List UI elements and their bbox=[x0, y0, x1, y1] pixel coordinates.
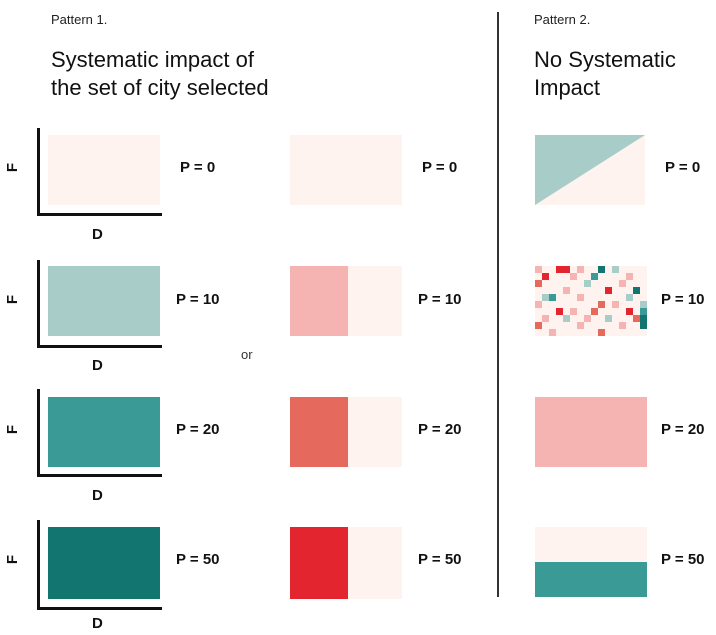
x-axis-row-1 bbox=[37, 213, 162, 216]
x-axis-row-3 bbox=[37, 474, 162, 477]
mosaic-cell bbox=[584, 280, 591, 287]
swatch-p1-row-1 bbox=[48, 135, 160, 205]
swatch-p1b-row-1 bbox=[290, 135, 402, 205]
mosaic-cell bbox=[584, 315, 591, 322]
mosaic-cell bbox=[577, 266, 584, 273]
p-label-col2-row-3: P = 20 bbox=[418, 421, 462, 438]
y-axis-row-1 bbox=[37, 128, 40, 216]
mosaic-cell bbox=[535, 301, 542, 308]
mosaic-cell bbox=[605, 315, 612, 322]
y-axis-label-row-4: F bbox=[4, 554, 22, 565]
swatch-p1b-row-3 bbox=[290, 397, 402, 467]
p-label-col3-row-1: P = 0 bbox=[665, 159, 701, 176]
swatch-p1b-row-4 bbox=[290, 527, 402, 599]
mosaic-cell bbox=[640, 322, 647, 329]
pattern-1-title: Systematic impact of the set of city sel… bbox=[51, 46, 269, 102]
p-label-col1-row-2: P = 10 bbox=[176, 291, 220, 308]
swatch-p1b-row-4-fill bbox=[290, 527, 348, 599]
mosaic-cell bbox=[605, 287, 612, 294]
p-label-col2-row-4: P = 50 bbox=[418, 551, 462, 568]
p-label-col2-row-2: P = 10 bbox=[418, 291, 462, 308]
y-axis-row-2 bbox=[37, 260, 40, 348]
mosaic-cell bbox=[598, 329, 605, 336]
mosaic-cell bbox=[612, 301, 619, 308]
y-axis-row-3 bbox=[37, 389, 40, 477]
swatch-p1b-row-2-fill bbox=[290, 266, 348, 336]
y-axis-row-4 bbox=[37, 520, 40, 610]
mosaic-cell bbox=[549, 329, 556, 336]
mosaic-cell bbox=[626, 308, 633, 315]
y-axis-label-row-2: F bbox=[4, 294, 22, 305]
pattern-2-title: No Systematic Impact bbox=[534, 46, 676, 102]
mosaic-cell bbox=[563, 315, 570, 322]
swatch-p1-row-2 bbox=[48, 266, 160, 336]
mosaic-cell bbox=[598, 301, 605, 308]
pattern-divider bbox=[497, 12, 499, 597]
mosaic-cell bbox=[570, 273, 577, 280]
swatch-p2-row-1 bbox=[535, 135, 645, 205]
swatch-p2-row-4 bbox=[535, 527, 647, 597]
mosaic-cell bbox=[626, 294, 633, 301]
p-label-col1-row-1: P = 0 bbox=[180, 159, 216, 176]
mosaic-cell bbox=[563, 266, 570, 273]
mosaic-cell bbox=[542, 273, 549, 280]
x-axis-label-row-3: D bbox=[92, 487, 103, 504]
mosaic-cell bbox=[640, 315, 647, 322]
mosaic-cell bbox=[633, 287, 640, 294]
mosaic-cell bbox=[542, 315, 549, 322]
pattern-1-title-line-1: Systematic impact of bbox=[51, 47, 254, 72]
p-label-col1-row-3: P = 20 bbox=[176, 421, 220, 438]
mosaic-cell bbox=[577, 322, 584, 329]
pattern-1-title-line-2: the set of city selected bbox=[51, 75, 269, 100]
mosaic-cell bbox=[535, 280, 542, 287]
y-axis-label-row-3: F bbox=[4, 424, 22, 435]
mosaic-cell bbox=[619, 322, 626, 329]
mosaic-cell bbox=[563, 287, 570, 294]
mosaic-cell bbox=[626, 273, 633, 280]
mosaic-cell bbox=[612, 266, 619, 273]
p-label-col3-row-4: P = 50 bbox=[661, 551, 705, 568]
x-axis-label-row-2: D bbox=[92, 357, 103, 374]
swatch-p2-row-1-triangle bbox=[535, 135, 645, 205]
p-label-col3-row-2: P = 10 bbox=[661, 291, 705, 308]
mosaic-cell bbox=[556, 308, 563, 315]
pattern-1-label: Pattern 1. bbox=[51, 12, 108, 27]
pattern-2-title-line-2: Impact bbox=[534, 75, 601, 100]
swatch-p2-row-4-fill bbox=[535, 562, 647, 597]
mosaic-cell bbox=[598, 266, 605, 273]
mosaic-cell bbox=[591, 273, 598, 280]
mosaic-cell bbox=[570, 308, 577, 315]
mosaic-cell bbox=[535, 266, 542, 273]
swatch-p2-row-2-mosaic bbox=[535, 266, 647, 336]
mosaic-cell bbox=[542, 294, 549, 301]
pattern-2-label: Pattern 2. bbox=[534, 12, 591, 27]
swatch-p1b-row-3-fill bbox=[290, 397, 348, 467]
swatch-p1b-row-2 bbox=[290, 266, 402, 336]
x-axis-row-4 bbox=[37, 607, 162, 610]
y-axis-label-row-1: F bbox=[4, 162, 22, 173]
mosaic-cell bbox=[591, 308, 598, 315]
mosaic-cell bbox=[549, 294, 556, 301]
x-axis-label-row-1: D bbox=[92, 226, 103, 243]
swatch-p2-row-3 bbox=[535, 397, 647, 467]
mosaic-cell bbox=[640, 308, 647, 315]
x-axis-row-2 bbox=[37, 345, 162, 348]
mosaic-cell bbox=[577, 294, 584, 301]
swatch-p1-row-3 bbox=[48, 397, 160, 467]
mosaic-cell bbox=[633, 315, 640, 322]
x-axis-label-row-4: D bbox=[92, 615, 103, 632]
p-label-col2-row-1: P = 0 bbox=[422, 159, 458, 176]
mosaic-cell bbox=[640, 301, 647, 308]
or-label: or bbox=[241, 347, 253, 362]
mosaic-cell bbox=[619, 280, 626, 287]
mosaic-cell bbox=[556, 266, 563, 273]
p-label-col1-row-4: P = 50 bbox=[176, 551, 220, 568]
mosaic-cell bbox=[535, 322, 542, 329]
p-label-col3-row-3: P = 20 bbox=[661, 421, 705, 438]
swatch-p1-row-4 bbox=[48, 527, 160, 599]
pattern-2-title-line-1: No Systematic bbox=[534, 47, 676, 72]
